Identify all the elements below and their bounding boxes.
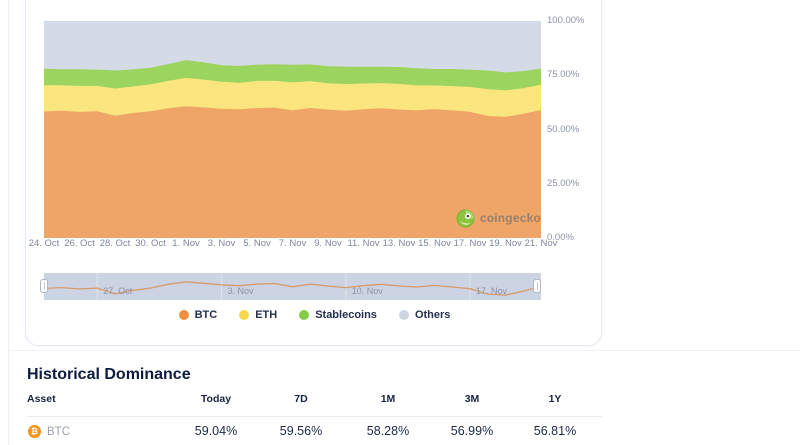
x-tick-label: 30. Oct: [135, 238, 166, 249]
legend-dot: [299, 310, 310, 320]
dominance-value: 56.99%: [450, 424, 494, 438]
dominance-value: 56.81%: [533, 424, 577, 438]
legend-label: ETH: [255, 309, 278, 321]
x-tick-label: 3. Nov: [207, 238, 236, 249]
x-tick-label: 5. Nov: [243, 238, 271, 249]
dominance-value: 59.56%: [279, 424, 323, 438]
legend-label: Others: [414, 309, 451, 321]
x-tick-label: 28. Oct: [99, 238, 131, 249]
x-tick-label: 13. Nov: [382, 238, 416, 249]
column-header-today: Today: [200, 393, 232, 405]
x-tick-label: 9. Nov: [314, 238, 342, 249]
legend-item-btc[interactable]: BTC: [178, 309, 218, 321]
x-tick-label: 7. Nov: [278, 238, 307, 249]
navigator-right-handle[interactable]: [533, 279, 541, 293]
historical-dominance-title: Historical Dominance: [27, 366, 191, 383]
x-tick-label: 1. Nov: [172, 238, 200, 249]
legend-label: Stablecoins: [315, 309, 377, 321]
section-divider: [8, 350, 800, 351]
y-tick-label: 75.00%: [547, 69, 580, 81]
coingecko-logo-icon: [456, 208, 475, 228]
x-tick-label: 11. Nov: [347, 238, 380, 249]
dominance-chart-card: 100.00% 75.00% 50.00% 25.00% 0.00% 24. Oct 26…: [25, 0, 602, 346]
btc-coin-icon: ₿: [28, 425, 41, 438]
y-tick-label: 0.00%: [547, 232, 574, 243]
watermark-text: coingecko: [479, 211, 541, 225]
chart-legend: BTC ETH Stablecoins Others: [26, 309, 603, 321]
dominance-stacked-area-chart[interactable]: [44, 21, 541, 238]
left-card-edge-divider: [8, 0, 9, 445]
legend-label: BTC: [194, 309, 218, 321]
column-header-1y: 1Y: [548, 393, 562, 405]
legend-dot: [178, 310, 189, 320]
date-range-navigator[interactable]: [44, 273, 541, 300]
x-tick-label: 19. Nov: [489, 238, 522, 249]
column-header-1m: 1M: [380, 393, 396, 405]
navigator-date-label: 17. Nov: [476, 286, 508, 296]
y-tick-label: 100.00%: [547, 15, 585, 26]
column-header-3m: 3M: [464, 393, 480, 405]
asset-name-label[interactable]: BTC: [47, 426, 70, 438]
x-tick-label: 26. Oct: [64, 238, 95, 249]
table-header-divider: [27, 416, 602, 417]
x-tick-label: 15. Nov: [418, 238, 451, 249]
legend-item-eth[interactable]: ETH: [239, 309, 277, 321]
legend-dot: [239, 310, 250, 320]
legend-item-stablecoins[interactable]: Stablecoins: [299, 309, 377, 321]
legend-dot: [398, 310, 409, 320]
y-tick-label: 25.00%: [547, 177, 580, 189]
navigator-left-handle[interactable]: [40, 279, 48, 293]
column-header-asset: Asset: [27, 393, 56, 405]
dominance-value: 59.04%: [194, 424, 238, 438]
navigator-date-label: 3. Nov: [227, 286, 254, 296]
column-header-7d: 7D: [294, 393, 308, 405]
legend-item-others[interactable]: Others: [398, 309, 451, 321]
y-tick-label: 50.00%: [547, 123, 580, 135]
x-tick-label: 17. Nov: [453, 238, 487, 249]
coingecko-watermark: coingecko: [441, 206, 541, 230]
dominance-value: 58.28%: [366, 424, 410, 438]
x-tick-label: 24. Oct: [28, 238, 60, 249]
navigator-date-label: 27. Oct: [103, 286, 133, 296]
x-tick-label: 21. Nov: [524, 238, 558, 249]
navigator-date-label: 10. Nov: [351, 286, 383, 296]
